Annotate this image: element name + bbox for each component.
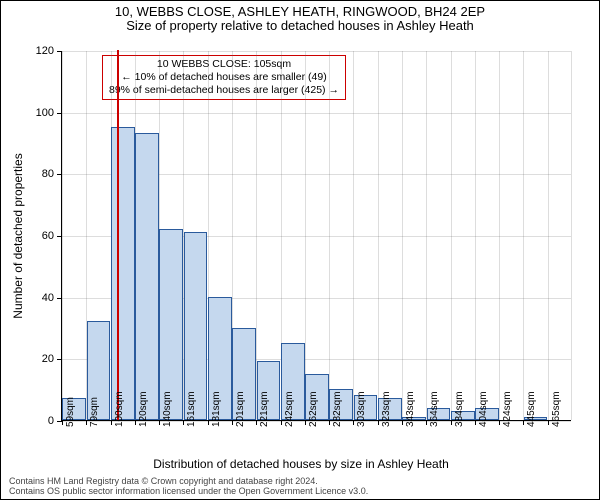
x-tick-label: 384sqm (454, 391, 465, 427)
x-tick (135, 420, 136, 425)
y-tick-label: 0 (24, 415, 54, 427)
x-tick (451, 420, 452, 425)
x-tick (305, 420, 306, 425)
gridline-v (451, 51, 452, 420)
x-tick (86, 420, 87, 425)
gridline-v (571, 51, 572, 420)
gridline-v (475, 51, 476, 420)
x-tick-label: 59sqm (65, 397, 76, 427)
title-address: 10, WEBBS CLOSE, ASHLEY HEATH, RINGWOOD,… (1, 5, 599, 19)
y-tick-label: 40 (24, 292, 54, 304)
gridline-v (353, 51, 354, 420)
gridline-v (499, 51, 500, 420)
x-tick (183, 420, 184, 425)
annotation-box: 10 WEBBS CLOSE: 105sqm ← 10% of detached… (102, 55, 346, 100)
x-tick (232, 420, 233, 425)
y-tick-label: 100 (24, 107, 54, 119)
x-tick-label: 323sqm (381, 391, 392, 427)
titles: 10, WEBBS CLOSE, ASHLEY HEATH, RINGWOOD,… (1, 1, 599, 34)
x-tick-label: 100sqm (114, 391, 125, 427)
y-tick-label: 120 (24, 45, 54, 57)
x-tick-label: 465sqm (551, 391, 562, 427)
reference-line (117, 50, 119, 420)
x-tick (353, 420, 354, 425)
gridline-v (305, 51, 306, 420)
x-tick (523, 420, 524, 425)
x-tick-label: 445sqm (526, 391, 537, 427)
x-tick (548, 420, 549, 425)
x-tick-label: 424sqm (502, 391, 513, 427)
x-tick (378, 420, 379, 425)
x-axis-title: Distribution of detached houses by size … (1, 457, 600, 471)
x-tick (426, 420, 427, 425)
bar (135, 133, 159, 420)
y-axis-title: Number of detached properties (11, 153, 25, 318)
x-tick-label: 262sqm (308, 391, 319, 427)
x-tick-label: 364sqm (429, 391, 440, 427)
footer: Contains HM Land Registry data © Crown c… (9, 477, 591, 497)
gridline-v (548, 51, 549, 420)
y-tick-label: 80 (24, 168, 54, 180)
x-tick (281, 420, 282, 425)
bar (111, 127, 135, 420)
gridline-v (402, 51, 403, 420)
gridline-v (62, 51, 63, 420)
y-tick-label: 20 (24, 353, 54, 365)
x-tick-label: 161sqm (186, 391, 197, 427)
x-tick (475, 420, 476, 425)
x-tick-label: 79sqm (89, 397, 100, 427)
chart-container: 10, WEBBS CLOSE, ASHLEY HEATH, RINGWOOD,… (0, 0, 600, 500)
gridline-h (62, 113, 571, 114)
footer-line2: Contains OS public sector information li… (9, 487, 591, 497)
x-tick (499, 420, 500, 425)
x-tick (111, 420, 112, 425)
x-tick (256, 420, 257, 425)
x-tick-label: 221sqm (259, 391, 270, 427)
x-tick-label: 404sqm (478, 391, 489, 427)
x-tick-label: 201sqm (235, 391, 246, 427)
gridline-v (329, 51, 330, 420)
gridline-v (378, 51, 379, 420)
x-tick (62, 420, 63, 425)
x-tick (402, 420, 403, 425)
x-tick-label: 120sqm (138, 391, 149, 427)
x-tick (159, 420, 160, 425)
x-tick-label: 303sqm (356, 391, 367, 427)
x-tick-label: 181sqm (211, 391, 222, 427)
x-tick (329, 420, 330, 425)
gridline-v (523, 51, 524, 420)
gridline-h (62, 51, 571, 52)
x-tick (208, 420, 209, 425)
gridline-v (426, 51, 427, 420)
plot-area: 10 WEBBS CLOSE: 105sqm ← 10% of detached… (61, 51, 571, 421)
y-tick-label: 60 (24, 230, 54, 242)
title-subtitle: Size of property relative to detached ho… (1, 19, 599, 33)
x-tick-label: 140sqm (162, 391, 173, 427)
x-tick-label: 343sqm (405, 391, 416, 427)
x-tick-label: 282sqm (332, 391, 343, 427)
x-tick-label: 242sqm (284, 391, 295, 427)
